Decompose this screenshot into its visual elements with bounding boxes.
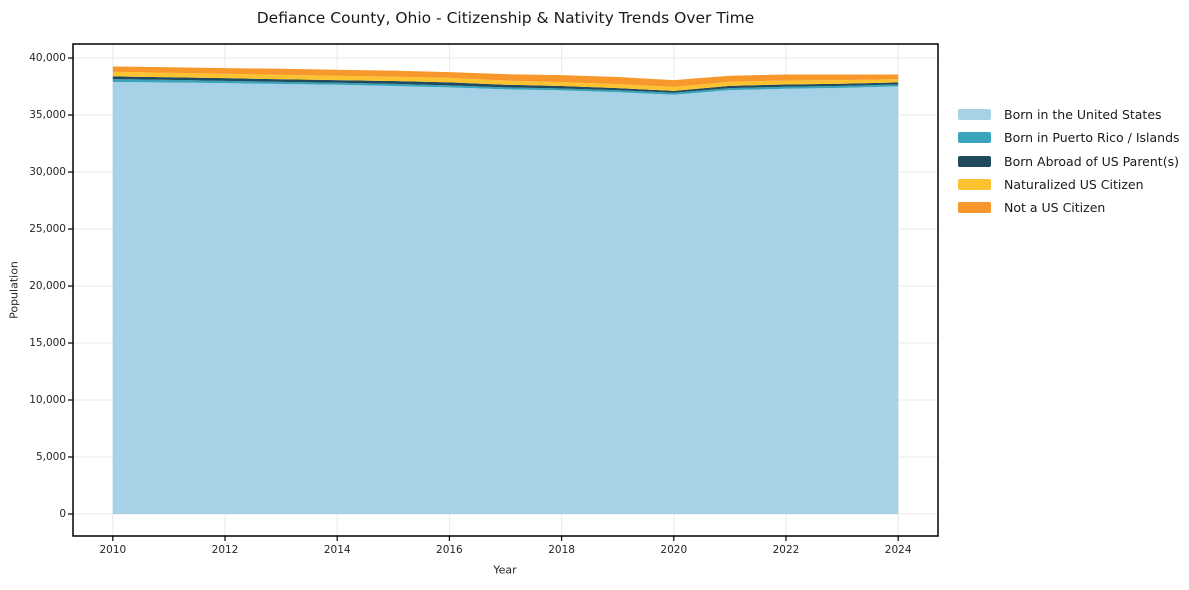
legend-label: Born Abroad of US Parent(s) <box>1004 153 1179 169</box>
legend-label: Naturalized US Citizen <box>1004 177 1144 193</box>
area-series <box>112 81 899 515</box>
y-tick-label: 10,000 <box>29 394 66 406</box>
legend-item: Not a US Citizen <box>958 196 1180 219</box>
legend-swatch-icon <box>958 179 991 191</box>
legend-swatch-icon <box>958 202 991 214</box>
x-tick-label: 2014 <box>323 544 351 556</box>
legend-label: Born in Puerto Rico / Islands <box>1004 130 1180 146</box>
legend-label: Not a US Citizen <box>1004 200 1106 216</box>
x-tick-label: 2012 <box>211 544 239 556</box>
y-tick-label: 15,000 <box>29 337 66 349</box>
y-tick-label: 35,000 <box>29 109 66 122</box>
legend-swatch-icon <box>958 109 991 121</box>
y-tick-label: 20,000 <box>29 280 66 292</box>
y-tick-label: 40,000 <box>29 52 66 65</box>
y-tick-label: 30,000 <box>29 166 66 179</box>
y-tick-label: 25,000 <box>29 223 66 235</box>
legend-swatch-icon <box>958 132 991 144</box>
x-tick-label: 2020 <box>660 544 688 556</box>
legend-swatch-icon <box>958 155 991 167</box>
legend-item: Born in the United States <box>958 103 1180 126</box>
area-series <box>112 66 899 87</box>
legend-item: Born in Puerto Rico / Islands <box>958 126 1180 149</box>
x-tick-label: 2016 <box>436 544 463 556</box>
y-tick-label: 5,000 <box>35 451 66 463</box>
area-series <box>112 71 899 91</box>
x-tick-label: 2010 <box>99 544 127 556</box>
area-series <box>112 76 899 93</box>
legend-item: Naturalized US Citizen <box>958 173 1180 196</box>
area-series <box>112 79 899 95</box>
y-tick-label: 0 <box>59 507 66 520</box>
x-tick-label: 2024 <box>884 544 912 556</box>
legend-label: Born in the United States <box>1004 107 1162 123</box>
legend-item: Born Abroad of US Parent(s) <box>958 150 1180 173</box>
legend: Born in the United States Born in Puerto … <box>958 103 1180 219</box>
x-tick-label: 2018 <box>548 544 575 556</box>
chart-title: Defiance County, Ohio - Citizenship & Na… <box>256 9 755 27</box>
x-axis-label: Year <box>493 563 517 577</box>
plot-border <box>72 43 939 537</box>
x-tick-label: 2022 <box>772 544 800 556</box>
